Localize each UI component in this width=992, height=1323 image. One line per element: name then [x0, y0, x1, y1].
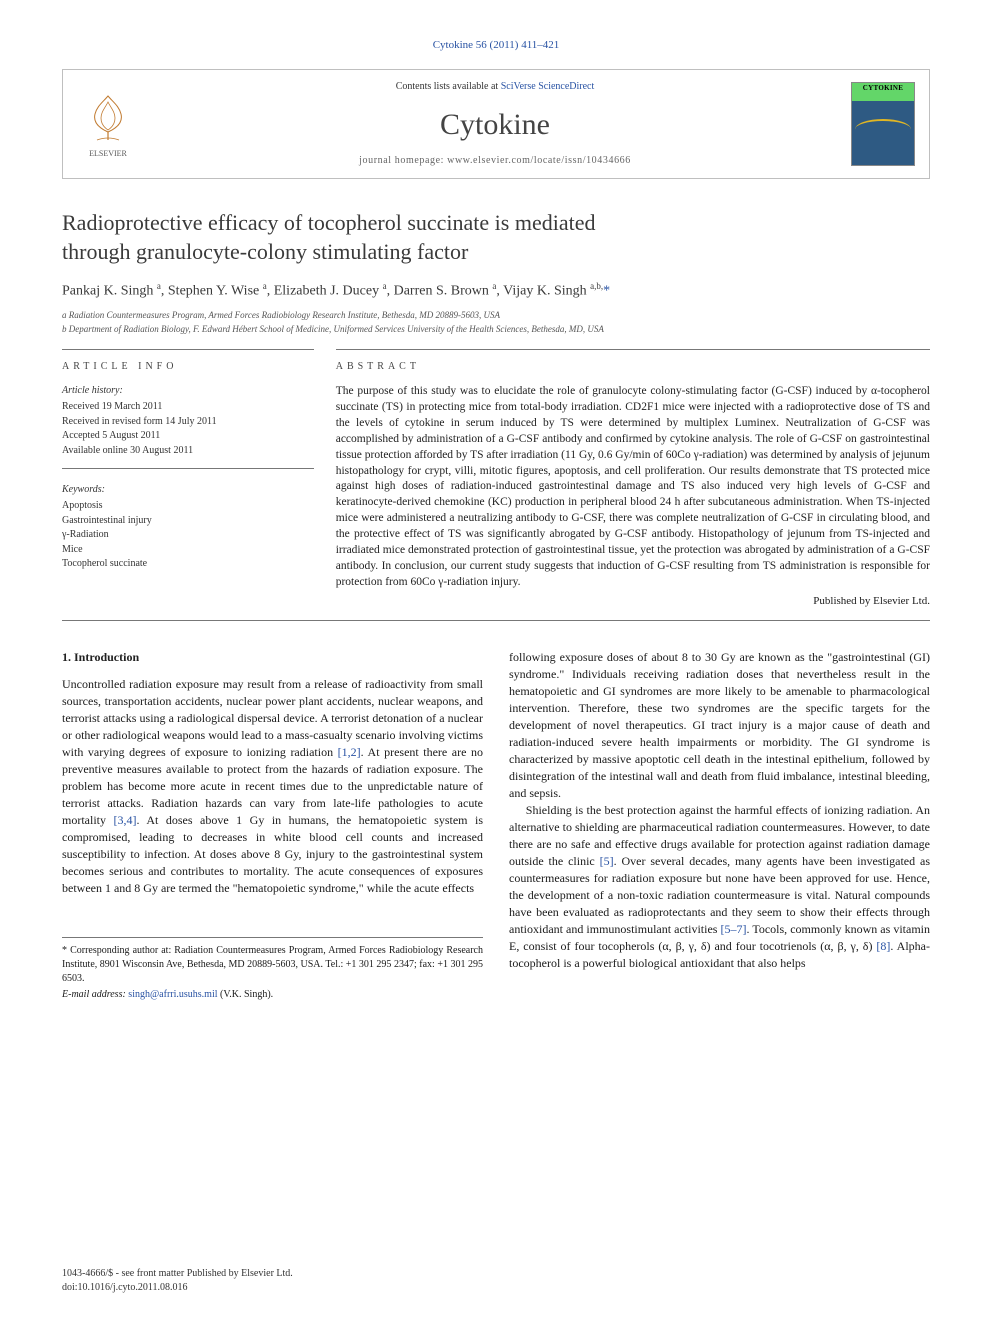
keywords-label: Keywords: — [62, 483, 314, 497]
journal-name: Cytokine — [141, 104, 849, 146]
history-revised: Received in revised form 14 July 2011 — [62, 415, 314, 430]
abstract-bottom-rule — [62, 620, 930, 621]
abstract-text: The purpose of this study was to elucida… — [336, 384, 930, 590]
history-online: Available online 30 August 2011 — [62, 444, 314, 459]
corr-email-link[interactable]: singh@afrri.usuhs.mil — [128, 989, 217, 1000]
history-received: Received 19 March 2011 — [62, 400, 314, 415]
abstract-column: abstract The purpose of this study was t… — [336, 349, 930, 610]
keyword-0: Apoptosis — [62, 499, 314, 514]
journal-homepage-line: journal homepage: www.elsevier.com/locat… — [141, 154, 849, 168]
intro-para-2: following exposure doses of about 8 to 3… — [509, 649, 930, 802]
elsevier-tree-icon: ELSEVIER — [75, 88, 141, 160]
email-label: E-mail address: — [62, 989, 128, 1000]
history-accepted: Accepted 5 August 2011 — [62, 429, 314, 444]
published-by: Published by Elsevier Ltd. — [336, 594, 930, 609]
keyword-1: Gastrointestinal injury — [62, 514, 314, 529]
doi-line: doi:10.1016/j.cyto.2011.08.016 — [62, 1281, 293, 1295]
section-1-heading: 1. Introduction — [62, 649, 483, 666]
bottom-meta: 1043-4666/$ - see front matter Published… — [62, 1267, 293, 1295]
top-citation: Cytokine 56 (2011) 411–421 — [62, 38, 930, 53]
email-suffix: (V.K. Singh). — [218, 989, 274, 1000]
journal-masthead: ELSEVIER Contents lists available at Sci… — [62, 69, 930, 179]
corresponding-author-footnote: * Corresponding author at: Radiation Cou… — [62, 937, 483, 1002]
keyword-4: Tocopherol succinate — [62, 557, 314, 572]
intro-para-3: Shielding is the best protection against… — [509, 802, 930, 972]
front-matter-line: 1043-4666/$ - see front matter Published… — [62, 1267, 293, 1281]
affiliation-a: a Radiation Countermeasures Program, Arm… — [62, 309, 930, 321]
article-history-label: Article history: — [62, 384, 314, 398]
affiliation-b: b Department of Radiation Biology, F. Ed… — [62, 323, 930, 335]
publisher-name: ELSEVIER — [89, 149, 127, 158]
article-info-heading: article info — [62, 360, 314, 374]
journal-cover-thumb: CYTOKINE — [849, 80, 917, 168]
journal-homepage-link[interactable]: www.elsevier.com/locate/issn/10434666 — [447, 155, 631, 166]
footnote-corr: * Corresponding author at: Radiation Cou… — [62, 944, 483, 986]
contents-available-line: Contents lists available at SciVerse Sci… — [141, 80, 849, 94]
abstract-heading: abstract — [336, 360, 930, 374]
keyword-2: γ-Radiation — [62, 528, 314, 543]
keyword-3: Mice — [62, 543, 314, 558]
publisher-logo: ELSEVIER — [75, 88, 141, 160]
article-title: Radioprotective efficacy of tocopherol s… — [62, 209, 930, 265]
article-info-column: article info Article history: Received 1… — [62, 349, 314, 610]
intro-para-1: Uncontrolled radiation exposure may resu… — [62, 676, 483, 897]
sciverse-link[interactable]: SciVerse ScienceDirect — [501, 81, 595, 92]
author-list: Pankaj K. Singh a, Stephen Y. Wise a, El… — [62, 280, 930, 301]
body-two-column: 1. Introduction Uncontrolled radiation e… — [62, 649, 930, 1002]
cover-label: CYTOKINE — [852, 83, 914, 101]
